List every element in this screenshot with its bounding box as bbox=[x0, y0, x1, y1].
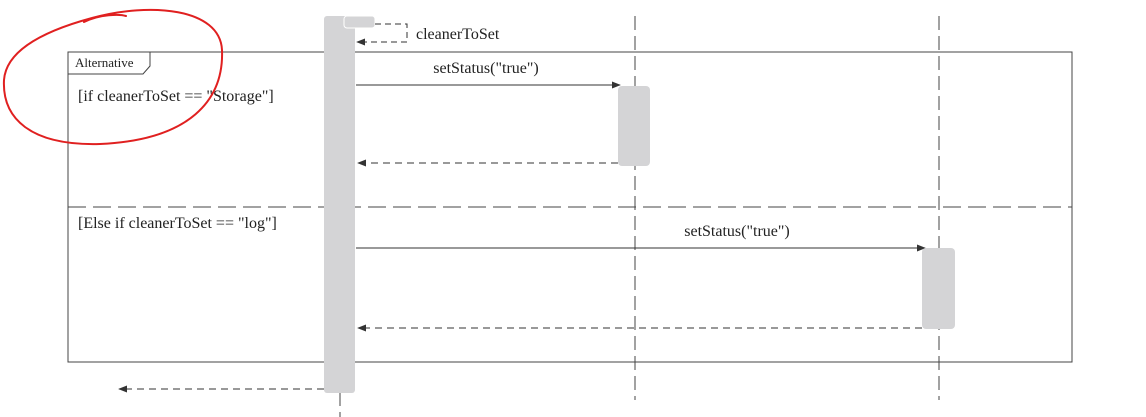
message-label-call-1: setStatus("true") bbox=[433, 60, 538, 77]
alt-fragment-tab bbox=[67, 51, 151, 75]
activation-log bbox=[922, 248, 955, 329]
guard-storage: [if cleanerToSet == "Storage"] bbox=[78, 88, 274, 105]
activation-main bbox=[324, 16, 355, 393]
activation-self bbox=[343, 15, 376, 29]
annotation-circle bbox=[2, 8, 224, 146]
activation-storage bbox=[618, 86, 650, 166]
self-message-loop bbox=[356, 23, 408, 46]
alt-fragment-label: Alternative bbox=[75, 55, 134, 70]
guard-log: [Else if cleanerToSet == "log"] bbox=[78, 215, 277, 232]
message-label-call-2: setStatus("true") bbox=[684, 223, 789, 240]
self-message-label: cleanerToSet bbox=[416, 26, 500, 43]
